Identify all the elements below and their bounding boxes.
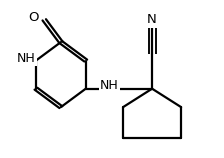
Text: N: N [147,13,157,26]
Text: NH: NH [17,52,36,65]
Text: O: O [28,11,39,24]
Text: NH: NH [100,79,119,92]
